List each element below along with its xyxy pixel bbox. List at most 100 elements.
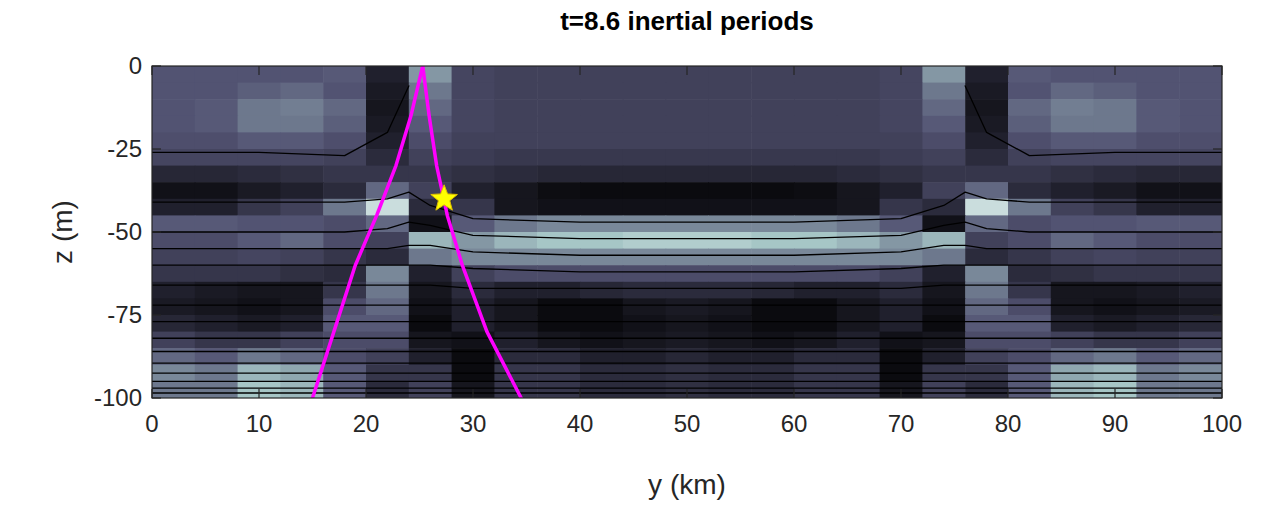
heat-cell [666, 182, 709, 199]
y-tick-label: 0 [129, 52, 142, 79]
heat-cell [1094, 315, 1137, 332]
heat-cell [708, 298, 751, 315]
heat-cell [280, 66, 323, 83]
heat-cell [837, 298, 880, 315]
x-tick [579, 389, 580, 398]
heat-cell [708, 182, 751, 199]
x-tick-label: 80 [995, 410, 1022, 437]
heat-cell [751, 83, 794, 100]
heat-cell [238, 332, 281, 349]
heat-cell [580, 149, 623, 166]
heat-cell [195, 66, 238, 83]
heat-cell [1179, 199, 1222, 216]
heat-cell [1136, 265, 1179, 282]
heat-cell [751, 282, 794, 299]
heat-cell [965, 116, 1008, 133]
heat-cell [794, 116, 837, 133]
heat-cell [1008, 249, 1051, 266]
heat-cell [837, 199, 880, 216]
heat-cell [666, 166, 709, 183]
heat-cell [323, 166, 366, 183]
heat-cell [1179, 83, 1222, 100]
heat-cell [537, 149, 580, 166]
heat-cell [1008, 182, 1051, 199]
heat-cell [1051, 99, 1094, 116]
heat-cell [195, 232, 238, 249]
heat-cell [794, 199, 837, 216]
heat-cell [1136, 249, 1179, 266]
heat-cell [280, 99, 323, 116]
heat-cell [195, 199, 238, 216]
heat-cell [1051, 381, 1094, 398]
heat-cell [965, 199, 1008, 216]
contour-line [152, 192, 1222, 222]
heat-cell [880, 116, 923, 133]
heat-cell [666, 249, 709, 266]
heat-cell [1136, 149, 1179, 166]
heat-cell [152, 99, 195, 116]
heat-cell [280, 332, 323, 349]
heat-cell [1179, 298, 1222, 315]
heat-cell [152, 232, 195, 249]
chart-title: t=8.6 inertial periods [560, 6, 814, 36]
heat-cell [323, 265, 366, 282]
heat-cell [794, 381, 837, 398]
heat-cell [409, 166, 452, 183]
heat-cell [238, 66, 281, 83]
heat-cell [1179, 249, 1222, 266]
heat-cell [366, 249, 409, 266]
heat-cell [195, 116, 238, 133]
heat-cell [494, 265, 537, 282]
heat-cell [537, 66, 580, 83]
heat-cell [922, 249, 965, 266]
heat-cell [623, 132, 666, 149]
heat-cell [280, 282, 323, 299]
heat-cell [195, 315, 238, 332]
contour-line [152, 245, 1222, 255]
heat-cell [666, 232, 709, 249]
heat-cell [965, 381, 1008, 398]
heat-cell [708, 199, 751, 216]
heat-cell [794, 265, 837, 282]
heat-cell [152, 249, 195, 266]
y-tick-label: -75 [107, 301, 142, 328]
heat-cell [1094, 116, 1137, 133]
heat-cell [238, 215, 281, 232]
heat-cell [323, 66, 366, 83]
y-tick [152, 314, 161, 315]
x-tick [472, 389, 473, 398]
heat-cell [537, 282, 580, 299]
heat-cell [1136, 232, 1179, 249]
x-tick-label: 0 [145, 410, 158, 437]
heat-cell [152, 149, 195, 166]
heat-cell [323, 116, 366, 133]
heat-cell [623, 381, 666, 398]
heat-cell [922, 83, 965, 100]
heat-cell [1179, 149, 1222, 166]
heat-cell [195, 132, 238, 149]
ray-line [423, 66, 521, 398]
heat-cell [238, 298, 281, 315]
heat-cell [880, 66, 923, 83]
heat-cell [751, 215, 794, 232]
heat-cell [794, 166, 837, 183]
heat-cell [708, 116, 751, 133]
heat-cell [366, 381, 409, 398]
heat-cell [537, 298, 580, 315]
x-tick-label: 60 [781, 410, 808, 437]
heat-cell [1008, 332, 1051, 349]
heat-cell [537, 265, 580, 282]
heat-cell [280, 265, 323, 282]
heat-cell [1094, 149, 1137, 166]
heat-cell [494, 199, 537, 216]
heat-cell [280, 298, 323, 315]
heat-cell [1051, 182, 1094, 199]
heat-cell [452, 132, 495, 149]
heat-cell [623, 149, 666, 166]
heat-cell [1008, 265, 1051, 282]
heat-cell [152, 298, 195, 315]
heat-cell [794, 83, 837, 100]
heat-cell [751, 265, 794, 282]
heat-cell [1179, 182, 1222, 199]
heat-cell [1051, 249, 1094, 266]
